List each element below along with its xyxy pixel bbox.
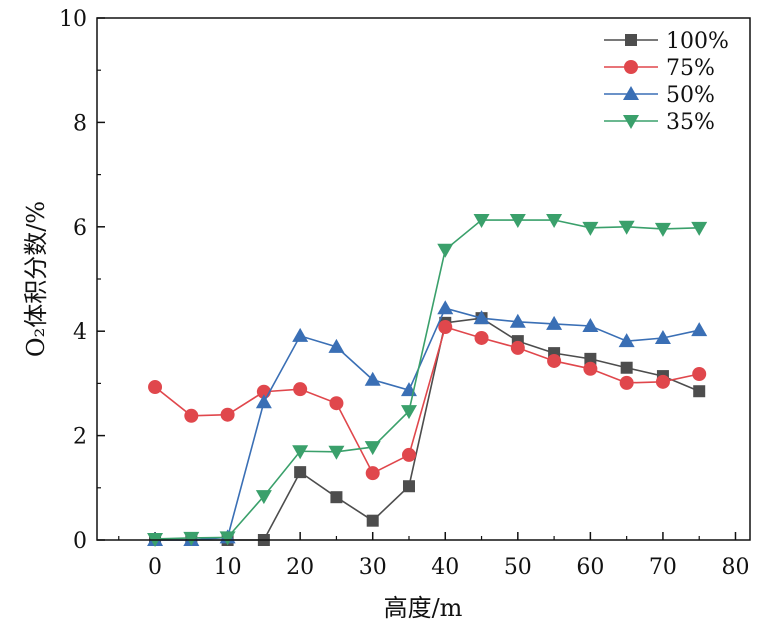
data-point-triangle-down [437,243,454,258]
series-75pct [148,320,707,481]
data-point-triangle-down [292,445,309,460]
x-axis-label: 高度/m [384,594,463,622]
data-point-circle [583,361,598,376]
y-tick-label: 0 [73,529,87,554]
y-tick-label: 4 [73,320,87,345]
series-100pct [149,312,706,546]
y-tick-label: 10 [59,7,87,32]
data-point-triangle-down [691,221,708,236]
legend-item: 75% [604,56,715,81]
data-point-circle [510,340,525,355]
legend-item: 50% [604,83,715,108]
data-point-circle [655,374,670,389]
data-point-triangle-down [364,441,381,456]
data-point-square [366,514,379,527]
data-point-triangle-down [623,115,639,129]
x-tick-label: 40 [431,555,459,580]
legend-label: 75% [666,56,715,81]
data-point-triangle-down [183,531,200,546]
data-point-circle [184,408,199,423]
data-point-triangle-down [654,222,671,237]
x-tick-label: 30 [359,555,387,580]
x-tick-label: 0 [148,555,162,580]
data-point-triangle-up [691,322,708,337]
data-point-circle [365,466,380,481]
y-tick-label: 8 [73,111,87,136]
series-line [155,219,700,540]
series-line [155,317,700,541]
series-50pct [147,300,708,546]
data-point-triangle-up [582,317,599,332]
data-point-triangle-up [473,310,490,325]
x-tick-label: 50 [504,555,532,580]
data-point-circle [438,320,453,335]
series-35pct [147,214,708,547]
legend-label: 100% [666,29,729,54]
x-tick-label: 10 [214,555,242,580]
data-point-circle [148,380,163,395]
legend-item: 35% [604,110,715,135]
data-point-circle [329,396,344,411]
data-point-square [330,491,343,504]
data-point-triangle-up [546,315,563,330]
data-point-circle [547,353,562,368]
data-point-triangle-up [509,313,526,328]
data-point-square [625,34,637,46]
series-line [154,326,700,475]
data-point-square [693,385,706,398]
data-point-circle [293,382,308,397]
data-point-square [294,466,307,479]
plot-frame [96,17,751,541]
data-point-triangle-up [328,338,345,353]
data-point-triangle-down [400,405,417,420]
data-point-square [402,480,415,493]
data-point-triangle-down [255,490,272,505]
data-point-triangle-down [618,220,635,235]
x-tick-label: 80 [721,555,749,580]
data-point-circle [220,407,235,422]
data-point-triangle-up [654,329,671,344]
legend-label: 50% [666,83,715,108]
data-point-circle [401,447,416,462]
data-point-triangle-down [219,531,236,546]
data-point-triangle-up [623,86,639,100]
data-point-circle [624,60,638,74]
x-tick-label: 20 [286,555,314,580]
data-point-triangle-down [582,221,599,236]
y-tick-label: 6 [73,216,87,241]
data-point-triangle-up [618,333,635,348]
x-tick-label: 60 [576,555,604,580]
data-point-triangle-up [364,371,381,386]
y-tick-label: 2 [73,425,87,450]
data-point-circle [474,330,489,345]
x-tick-label: 70 [649,555,677,580]
data-point-circle [619,375,634,390]
legend-label: 35% [666,110,715,135]
series-line [155,307,700,541]
data-point-triangle-up [255,394,272,409]
data-point-triangle-up [437,300,454,315]
legend-item: 100% [604,29,729,54]
data-point-triangle-down [509,214,526,229]
data-point-triangle-up [292,327,309,342]
y-axis-label: O₂体积分数/% [22,201,50,357]
data-point-triangle-down [546,214,563,229]
data-point-triangle-down [328,445,345,460]
data-point-square [584,352,597,365]
data-point-square [620,361,633,374]
data-point-triangle-down [473,214,490,229]
data-point-circle [692,367,707,382]
